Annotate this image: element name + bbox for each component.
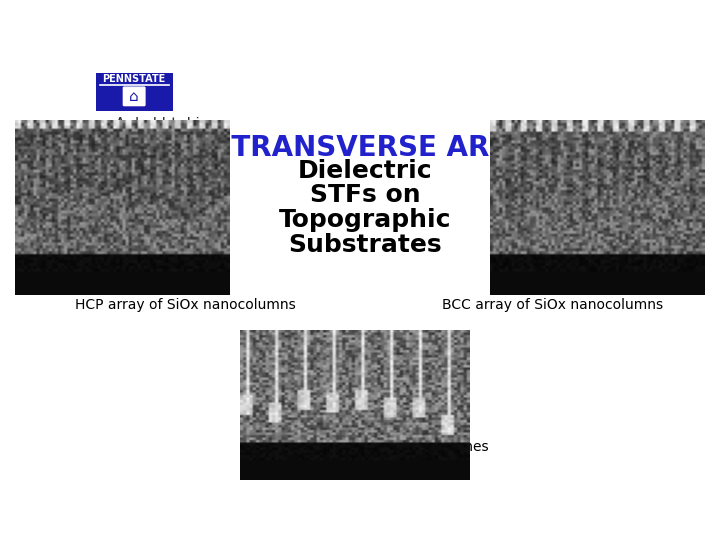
Text: PENNSTATE: PENNSTATE [102, 73, 166, 84]
Text: 1um x 1um mesh of SiOx nanolines: 1um x 1um mesh of SiOx nanolines [242, 440, 488, 454]
FancyBboxPatch shape [96, 72, 173, 111]
Text: A. Lakhtakia: A. Lakhtakia [115, 117, 209, 132]
Text: BCC array of SiOx nanocolumns: BCC array of SiOx nanocolumns [441, 298, 663, 312]
Text: STFs on: STFs on [310, 184, 420, 207]
Text: Topographic: Topographic [279, 208, 451, 232]
Text: Substrates: Substrates [288, 233, 442, 256]
Text: ⌂: ⌂ [130, 89, 139, 104]
Text: STFs WITH TRANSVERSE ARCHITECTURE: STFs WITH TRANSVERSE ARCHITECTURE [55, 134, 683, 162]
Text: HCP array of SiOx nanocolumns: HCP array of SiOx nanocolumns [76, 298, 296, 312]
Text: Dielectric: Dielectric [298, 159, 433, 183]
FancyBboxPatch shape [123, 87, 145, 106]
